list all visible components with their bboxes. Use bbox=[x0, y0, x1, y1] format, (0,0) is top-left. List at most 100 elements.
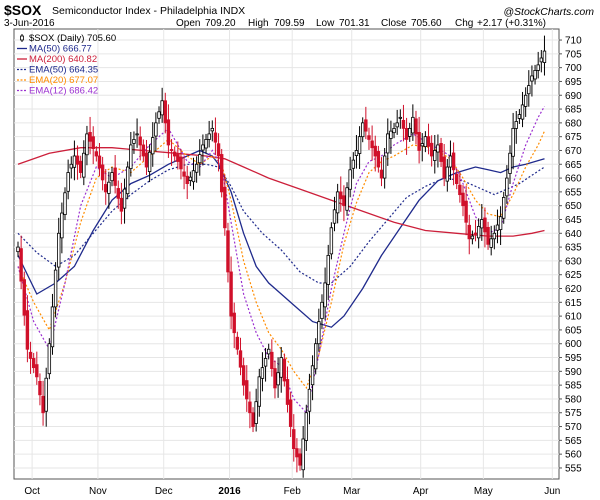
y-tick-label: 595 bbox=[565, 353, 582, 364]
candle-body bbox=[279, 357, 283, 378]
candle-body bbox=[527, 85, 531, 95]
x-tick-label: Mar bbox=[343, 486, 361, 497]
candle-body bbox=[376, 151, 381, 168]
legend-label: MA(200) 640.82 bbox=[29, 54, 97, 65]
candle-body bbox=[395, 122, 399, 128]
candle bbox=[207, 120, 211, 148]
candle-body bbox=[191, 170, 196, 183]
candle-body bbox=[182, 171, 186, 177]
candle-body bbox=[401, 119, 406, 129]
candle bbox=[448, 140, 453, 181]
candle-body bbox=[104, 184, 108, 193]
candle bbox=[279, 347, 283, 393]
candle bbox=[511, 112, 515, 170]
candle bbox=[273, 360, 277, 399]
grid bbox=[14, 29, 559, 479]
candle-body bbox=[257, 376, 261, 407]
candle bbox=[19, 235, 23, 290]
chg-label: Chg bbox=[455, 18, 473, 29]
candle bbox=[66, 159, 70, 200]
x-tick-label: 2016 bbox=[218, 486, 241, 497]
candle bbox=[157, 106, 161, 124]
candle bbox=[470, 230, 475, 245]
quote-date: 3-Jun-2016 bbox=[4, 18, 55, 29]
y-tick-label: 700 bbox=[565, 63, 582, 74]
candle-body bbox=[364, 119, 368, 132]
candle-body bbox=[260, 367, 265, 379]
candle-body bbox=[219, 154, 224, 193]
candle bbox=[364, 106, 368, 140]
candle-body bbox=[22, 279, 26, 316]
candle-body bbox=[44, 377, 48, 412]
candle-body bbox=[292, 429, 296, 450]
candle bbox=[455, 168, 459, 190]
candle-body bbox=[207, 133, 211, 140]
candle bbox=[329, 222, 334, 260]
candle-body bbox=[411, 116, 415, 134]
legend-item: EMA(12) 686.42 bbox=[17, 86, 98, 97]
candle-body bbox=[473, 232, 478, 235]
candle-body bbox=[57, 232, 61, 268]
candle bbox=[185, 165, 189, 200]
candle bbox=[436, 134, 440, 168]
candle-body bbox=[329, 227, 334, 255]
candle bbox=[473, 220, 478, 242]
candle-body bbox=[489, 238, 493, 248]
candle bbox=[464, 185, 468, 236]
candle bbox=[85, 125, 89, 166]
candle bbox=[408, 122, 412, 142]
candle bbox=[382, 147, 387, 189]
candle-body bbox=[508, 152, 512, 174]
candle-body bbox=[530, 75, 534, 82]
candle-body bbox=[129, 144, 133, 169]
candle bbox=[226, 222, 230, 283]
candle-body bbox=[266, 348, 271, 355]
y-tick-label: 630 bbox=[565, 256, 582, 267]
candle-body bbox=[495, 224, 500, 231]
candle bbox=[492, 225, 497, 250]
candle bbox=[282, 353, 287, 387]
candle-body bbox=[169, 149, 174, 151]
candle bbox=[119, 182, 124, 225]
series-line bbox=[17, 106, 546, 414]
candle-body bbox=[304, 412, 309, 441]
candle bbox=[527, 70, 531, 107]
y-tick-label: 560 bbox=[565, 450, 582, 461]
candle bbox=[151, 122, 155, 167]
y-tick-label: 650 bbox=[565, 201, 582, 212]
candle bbox=[332, 196, 337, 232]
candle bbox=[179, 148, 183, 180]
candle bbox=[395, 109, 399, 135]
legend-label: EMA(12) 686.42 bbox=[29, 86, 98, 97]
candle-body bbox=[326, 254, 330, 285]
candle-body bbox=[85, 133, 89, 156]
candle bbox=[25, 295, 30, 363]
y-tick-label: 685 bbox=[565, 105, 582, 116]
candle bbox=[411, 104, 415, 141]
candle-body bbox=[135, 133, 139, 136]
candle bbox=[100, 156, 105, 191]
candle bbox=[276, 357, 280, 398]
candle-body bbox=[458, 184, 462, 196]
candle-body bbox=[245, 380, 249, 400]
candle bbox=[72, 140, 77, 181]
candle bbox=[44, 367, 48, 427]
candle-body bbox=[263, 358, 268, 367]
candle-body bbox=[213, 132, 218, 143]
candle-body bbox=[210, 127, 214, 132]
candle-body bbox=[502, 197, 506, 219]
candle bbox=[254, 388, 258, 432]
candle-body bbox=[382, 155, 387, 179]
candle bbox=[392, 122, 396, 139]
y-axis: 555 560 565 570 575 580 585 590 595 600 605 610 615 6… bbox=[559, 36, 582, 474]
candle bbox=[523, 87, 528, 117]
candle bbox=[260, 352, 265, 392]
candle-body bbox=[194, 163, 199, 173]
candle-body bbox=[53, 269, 58, 308]
y-tick-label: 695 bbox=[565, 77, 582, 88]
candle-body bbox=[379, 169, 384, 179]
candle bbox=[238, 337, 243, 376]
candle-body bbox=[354, 150, 359, 156]
y-tick-label: 640 bbox=[565, 229, 582, 240]
candle-body bbox=[439, 143, 443, 162]
